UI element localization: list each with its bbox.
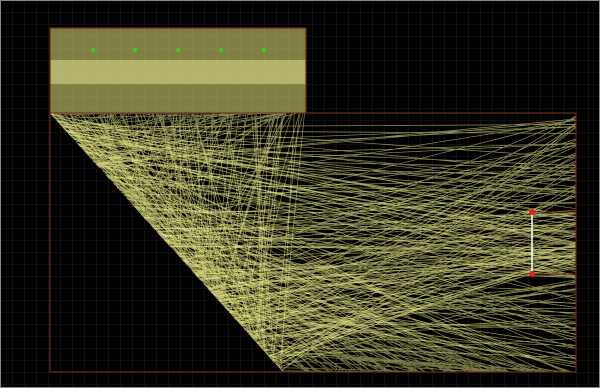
rays-detector xyxy=(50,113,577,365)
rays-reflected xyxy=(50,113,577,371)
source-region xyxy=(50,28,306,113)
detector-handle[interactable] xyxy=(529,209,535,215)
boundary xyxy=(49,27,577,373)
light-source[interactable] xyxy=(132,47,138,53)
detector-handle[interactable] xyxy=(529,271,535,277)
source-band xyxy=(50,60,306,84)
light-source[interactable] xyxy=(90,47,96,53)
light-sources xyxy=(90,47,267,53)
light-source[interactable] xyxy=(218,47,224,53)
light-source[interactable] xyxy=(175,47,181,53)
rays xyxy=(50,112,577,373)
light-source[interactable] xyxy=(261,47,267,53)
